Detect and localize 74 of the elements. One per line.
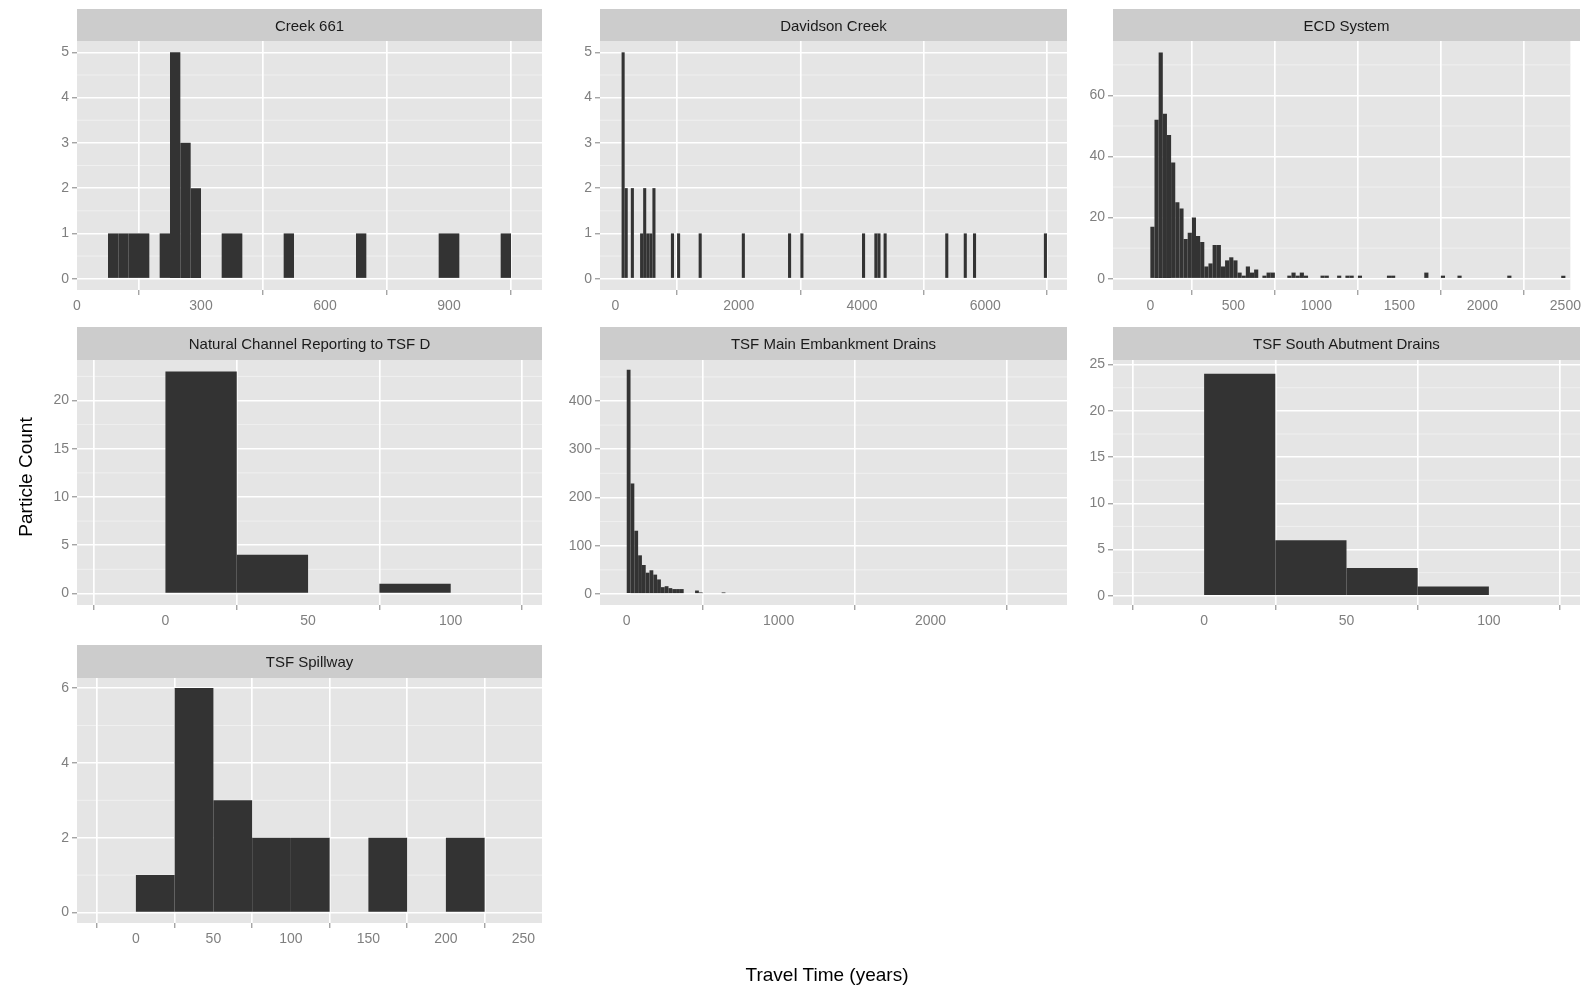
y-tick-label: 0 (584, 269, 593, 286)
chart-title: TSF Spillway (77, 645, 542, 678)
y-tick-label: 0 (1097, 586, 1106, 603)
y-tick-label: 1 (61, 224, 70, 241)
y-tick-label: 200 (568, 488, 593, 505)
x-tick-label: 100 (279, 930, 303, 947)
x-tick-label: 2000 (914, 612, 947, 629)
x-tick-label: 0 (132, 930, 140, 947)
chart-title: ECD System (1113, 9, 1580, 41)
x-tick-label: 1500 (1383, 297, 1416, 314)
x-tick-label: 250 (511, 930, 536, 947)
x-tick-label: 2000 (1466, 297, 1499, 314)
y-tick-label: 0 (61, 584, 70, 601)
x-tick-label: 150 (356, 930, 381, 947)
y-tick-label: 0 (61, 903, 70, 920)
y-tick-label: 4 (61, 88, 70, 105)
x-tick-label: 900 (437, 297, 461, 314)
x-tick-label: 0 (1200, 612, 1209, 629)
y-tick-label: 2 (61, 828, 70, 845)
x-tick-label: 6000 (969, 297, 1002, 314)
y-tick-label: 3 (584, 133, 593, 150)
y-tick-label: 5 (1097, 540, 1106, 557)
x-tick-label: 500 (1221, 297, 1246, 314)
y-tick-label: 25 (1089, 355, 1106, 372)
y-tick-label: 0 (584, 584, 593, 601)
y-tick-label: 0 (61, 269, 70, 286)
y-tick-label: 1 (584, 224, 593, 241)
chart-title: TSF Main Embankment Drains (600, 327, 1067, 360)
y-tick-label: 400 (568, 391, 593, 408)
x-tick-label: 1000 (1300, 297, 1333, 314)
x-tick-label: 0 (611, 297, 620, 314)
chart-title: Creek 661 (77, 9, 542, 41)
y-tick-label: 5 (61, 43, 70, 60)
y-tick-label: 5 (584, 43, 593, 60)
x-tick-label: 2000 (723, 297, 755, 314)
y-tick-label: 3 (61, 133, 70, 150)
x-tick-label: 4000 (846, 297, 878, 314)
y-tick-label: 100 (568, 536, 593, 553)
y-tick-label: 20 (1089, 401, 1106, 418)
y-tick-label: 6 (61, 678, 70, 695)
y-tick-label: 15 (1089, 447, 1106, 464)
y-tick-label: 0 (1097, 269, 1106, 286)
x-tick-label: 0 (622, 612, 631, 629)
y-axis-title: Particle Count (15, 417, 37, 537)
x-tick-label: 50 (300, 612, 317, 629)
y-tick-label: 2 (61, 179, 70, 195)
y-tick-label: 5 (61, 536, 70, 553)
y-tick-label: 40 (1089, 147, 1106, 164)
y-tick-label: 300 (568, 440, 593, 457)
x-tick-label: 2500 (1549, 297, 1582, 314)
y-tick-label: 4 (584, 88, 593, 105)
chart-title: Davidson Creek (600, 9, 1067, 41)
x-tick-label: 50 (205, 930, 222, 947)
x-tick-label: 600 (313, 297, 337, 314)
x-axis-title: Travel Time (years) (745, 964, 909, 986)
y-tick-label: 10 (1089, 494, 1106, 511)
x-tick-label: 100 (439, 612, 463, 629)
y-tick-label: 2 (584, 179, 593, 195)
x-tick-label: 0 (73, 297, 82, 314)
y-tick-label: 4 (61, 753, 70, 770)
x-tick-label: 100 (1477, 612, 1501, 629)
y-tick-label: 20 (1089, 208, 1106, 225)
x-tick-label: 300 (189, 297, 213, 314)
x-tick-label: 200 (434, 930, 458, 947)
x-tick-label: 0 (161, 612, 170, 629)
x-tick-label: 0 (1146, 297, 1155, 314)
y-tick-label: 20 (53, 391, 70, 408)
y-tick-label: 10 (53, 487, 70, 504)
chart-title: Natural Channel Reporting to TSF D (77, 327, 542, 360)
chart-title: TSF South Abutment Drains (1113, 327, 1580, 360)
x-tick-label: 50 (1338, 612, 1355, 629)
y-tick-label: 15 (53, 439, 70, 456)
x-tick-label: 1000 (763, 612, 795, 629)
y-tick-label: 60 (1089, 86, 1106, 103)
